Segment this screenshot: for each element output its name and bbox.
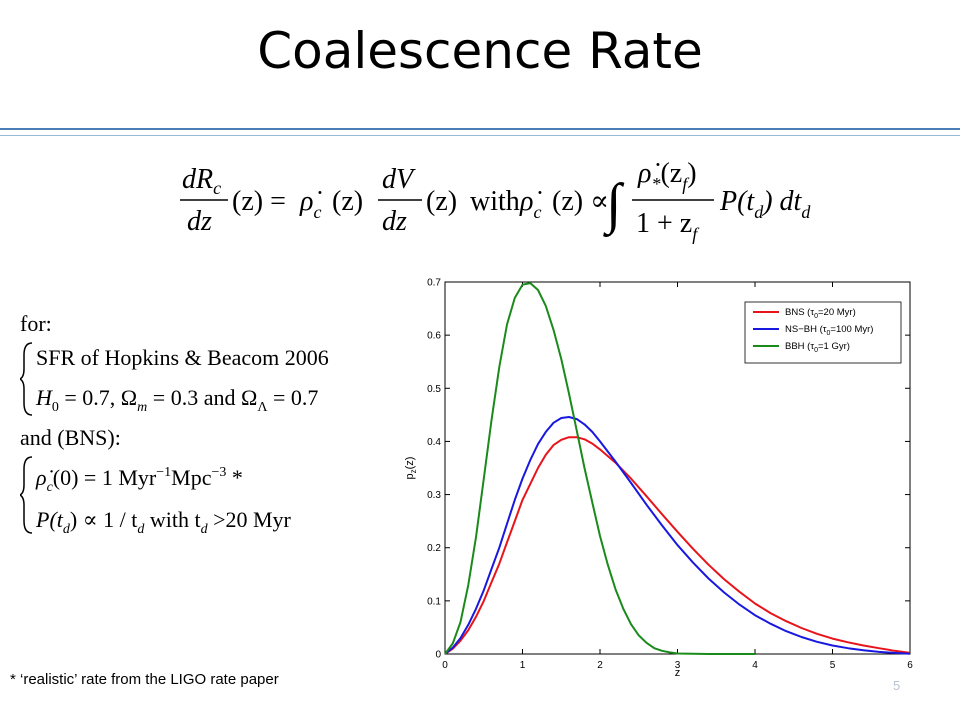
redshift-distribution-chart: 0 1 2 3 4 5 6 0 0.1 0.2 0.3 0.4 0.5 0.6 0.7 BNS (τ0=20…: [404, 278, 913, 680]
y-axis-label: pz(z): [404, 457, 418, 480]
y-tick-label: 0.1: [427, 596, 441, 607]
conditions-block: for: SFR of Hopkins & Beacom 2006 H0 = 0…: [20, 311, 329, 537]
rho-c-argument-2: (z) ∝: [552, 186, 609, 217]
with-word: with: [470, 186, 520, 217]
dv-denominator: dz: [382, 206, 407, 237]
x-tick-label: 1: [520, 660, 526, 671]
x-tick-label: 4: [752, 660, 758, 671]
sfr-line: SFR of Hopkins & Beacom 2006: [36, 345, 329, 370]
series-line-1: [444, 416, 911, 655]
x-tick-label: 2: [597, 660, 603, 671]
lhs-numerator: dRc: [182, 164, 221, 198]
y-tick-label: 0: [435, 650, 441, 661]
y-tick-label: 0.7: [427, 278, 441, 289]
for-label: for:: [20, 311, 52, 336]
series-line-2: [444, 282, 755, 655]
cosmology-line: H0 = 0.7, Ωm = 0.3 and ΩΛ = 0.7: [35, 385, 318, 415]
brace-2: [20, 456, 33, 534]
local-rate-line: ρ̇c(0) = 1 Myr−1Mpc−3 *: [35, 465, 243, 495]
title-divider: [0, 128, 960, 130]
x-axis-label: z: [675, 667, 681, 679]
page-number: 5: [893, 678, 901, 693]
y-tick-label: 0.5: [427, 384, 441, 395]
legend-label-1: NS−BH (τ0=100 Myr): [785, 324, 873, 337]
dv-argument: (z): [426, 186, 457, 217]
rho-c-symbol: ρ̇c: [299, 186, 321, 222]
delay-line: P(td) ∝ 1 / td with td >20 Myr: [35, 507, 292, 537]
x-tick-label: 6: [907, 660, 913, 671]
lhs-argument: (z) =: [232, 186, 286, 217]
delay-distribution-term: P(td) dtd: [719, 186, 811, 222]
legend-label-0: BNS (τ0=20 Myr): [785, 307, 856, 320]
rho-star-denominator: 1 + zf: [636, 208, 700, 244]
brace-1: [20, 342, 33, 416]
y-tick-label: 0.4: [427, 437, 441, 448]
slide-title: Coalescence Rate: [257, 22, 703, 80]
x-tick-label: 5: [830, 660, 836, 671]
rho-c-symbol-2: ρ̇c: [519, 186, 541, 222]
series-line-0: [444, 436, 911, 655]
y-tick-label: 0.2: [427, 543, 441, 554]
rho-star-numerator: ρ̇*(zf): [637, 158, 697, 194]
dv-numerator: dV: [382, 164, 416, 195]
y-tick-label: 0.3: [427, 490, 441, 501]
bns-label: and (BNS):: [20, 425, 121, 450]
rho-c-argument: (z): [332, 186, 363, 217]
footnote: * ‘realistic’ rate from the LIGO rate pa…: [10, 671, 279, 688]
coalescence-rate-formula: dRc dz (z) = ρ̇c (z) dV dz (z) with ρ̇c …: [180, 158, 811, 244]
integral-sign: ∫: [603, 173, 625, 238]
y-tick-label: 0.6: [427, 331, 441, 342]
x-tick-label: 0: [442, 660, 448, 671]
x-tick-label: 3: [675, 660, 681, 671]
title-divider-thin: [0, 135, 960, 136]
legend-label-2: BBH (τ0=1 Gyr): [785, 341, 850, 354]
lhs-denominator: dz: [187, 206, 212, 237]
